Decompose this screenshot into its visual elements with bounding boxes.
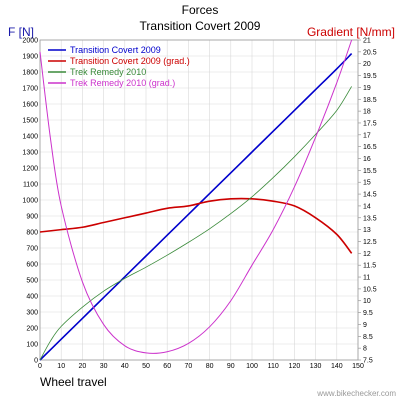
y-left-tick-label: 1500 bbox=[22, 118, 38, 125]
y-left-tick-label: 1300 bbox=[22, 150, 38, 157]
grid bbox=[39, 39, 359, 361]
y-right-tick-label: 20.5 bbox=[363, 49, 377, 56]
y-right-tick-label: 14 bbox=[363, 203, 371, 210]
y-left-tick-label: 1000 bbox=[22, 198, 38, 205]
y-right-tick-label: 12 bbox=[363, 251, 371, 258]
y-right-tick-label: 10.5 bbox=[363, 286, 377, 293]
y-left-tick-label: 400 bbox=[26, 294, 38, 301]
y-left-tick-label: 1600 bbox=[22, 102, 38, 109]
legend-label: Transition Covert 2009 (grad.) bbox=[70, 56, 190, 66]
y-left-tick-label: 700 bbox=[26, 246, 38, 253]
x-tick-label: 20 bbox=[79, 363, 87, 370]
y-left-tick-label: 1800 bbox=[22, 70, 38, 77]
y-right-tick-label: 16.5 bbox=[363, 144, 377, 151]
y-right-tick-label: 8.5 bbox=[363, 334, 373, 341]
y-right-tick-label: 7.5 bbox=[363, 358, 373, 365]
x-tick-label: 50 bbox=[142, 363, 150, 370]
y-left-tick-label: 1200 bbox=[22, 166, 38, 173]
y-right-tick-label: 8 bbox=[363, 346, 367, 353]
y-right-tick-label: 11.5 bbox=[363, 263, 376, 270]
x-tick-label: 30 bbox=[100, 363, 108, 370]
x-tick-label: 140 bbox=[331, 363, 343, 370]
y-right-tick-label: 18.5 bbox=[363, 97, 377, 104]
y-right-tick-label: 10 bbox=[363, 298, 371, 305]
y-left-tick-label: 600 bbox=[26, 262, 38, 269]
y-right-tick-label: 15 bbox=[363, 180, 371, 187]
y-right-tick-label: 11 bbox=[363, 275, 370, 282]
y-right-tick-label: 19.5 bbox=[363, 73, 377, 80]
chart-title: Forces bbox=[182, 3, 219, 17]
y-left-tick-label: 0 bbox=[34, 358, 38, 365]
y-left-tick-label: 200 bbox=[26, 326, 38, 333]
x-tick-label: 0 bbox=[38, 363, 42, 370]
y-right-tick-label: 19 bbox=[363, 85, 371, 92]
y-left-tick-label: 2000 bbox=[22, 38, 38, 45]
series-line-3 bbox=[39, 86, 352, 361]
y-right-tick-label: 17 bbox=[363, 132, 371, 139]
y-left-tick-label: 300 bbox=[26, 310, 38, 317]
series-line-1 bbox=[39, 53, 353, 361]
x-tick-label: 70 bbox=[185, 363, 193, 370]
x-tick-label: 90 bbox=[227, 363, 235, 370]
y-left-tick-label: 1900 bbox=[22, 54, 38, 61]
x-tick-label: 80 bbox=[206, 363, 214, 370]
x-tick-label: 110 bbox=[268, 363, 279, 370]
y-right-tick-label: 14.5 bbox=[363, 192, 377, 199]
y-left-tick-label: 1100 bbox=[23, 182, 38, 189]
y-right-tick-label: 13.5 bbox=[363, 215, 377, 222]
x-axis-label: Wheel travel bbox=[40, 375, 107, 389]
y-right-tick-label: 17.5 bbox=[363, 120, 377, 127]
x-tick-label: 40 bbox=[121, 363, 129, 370]
x-tick-label: 150 bbox=[352, 363, 364, 370]
x-tick-label: 60 bbox=[163, 363, 171, 370]
legend-label: Trek Remedy 2010 bbox=[70, 67, 146, 77]
y-right-tick-label: 9 bbox=[363, 322, 367, 329]
axes: 0 10 20 30 40 50 60 70 80 90 100 110 120 130 140 150010… bbox=[22, 38, 376, 371]
y-left-tick-label: 800 bbox=[26, 230, 38, 237]
y-right-tick-label: 18 bbox=[363, 109, 371, 116]
plot-frame bbox=[39, 39, 359, 361]
y-left-tick-label: 1700 bbox=[22, 86, 38, 93]
y-right-tick-label: 20 bbox=[363, 61, 371, 68]
series-line-2 bbox=[39, 197, 353, 254]
series-lines bbox=[39, 39, 353, 361]
chart-subtitle: Transition Covert 2009 bbox=[140, 19, 261, 33]
y-right-tick-label: 21 bbox=[363, 38, 371, 45]
y-right-tick-label: 15.5 bbox=[363, 168, 377, 175]
right-axis-label: Gradient [N/mm] bbox=[307, 25, 395, 39]
x-tick-label: 10 bbox=[57, 363, 65, 370]
legend-label: Trek Remedy 2010 (grad.) bbox=[70, 78, 175, 88]
series-line-4 bbox=[39, 39, 353, 354]
x-tick-label: 130 bbox=[310, 363, 322, 370]
x-tick-label: 100 bbox=[246, 363, 258, 370]
y-right-tick-label: 16 bbox=[363, 156, 371, 163]
y-left-tick-label: 900 bbox=[26, 214, 38, 221]
legend-label: Transition Covert 2009 bbox=[70, 45, 161, 55]
y-left-tick-label: 1400 bbox=[22, 134, 38, 141]
y-left-tick-label: 500 bbox=[26, 278, 38, 285]
y-right-tick-label: 12.5 bbox=[363, 239, 377, 246]
y-right-tick-label: 13 bbox=[363, 227, 371, 234]
x-tick-label: 120 bbox=[289, 363, 301, 370]
y-left-tick-label: 100 bbox=[26, 342, 38, 349]
watermark-text: www.bikechecker.com bbox=[316, 389, 396, 398]
left-axis-label: F [N] bbox=[8, 25, 34, 39]
y-right-tick-label: 9.5 bbox=[363, 310, 373, 317]
